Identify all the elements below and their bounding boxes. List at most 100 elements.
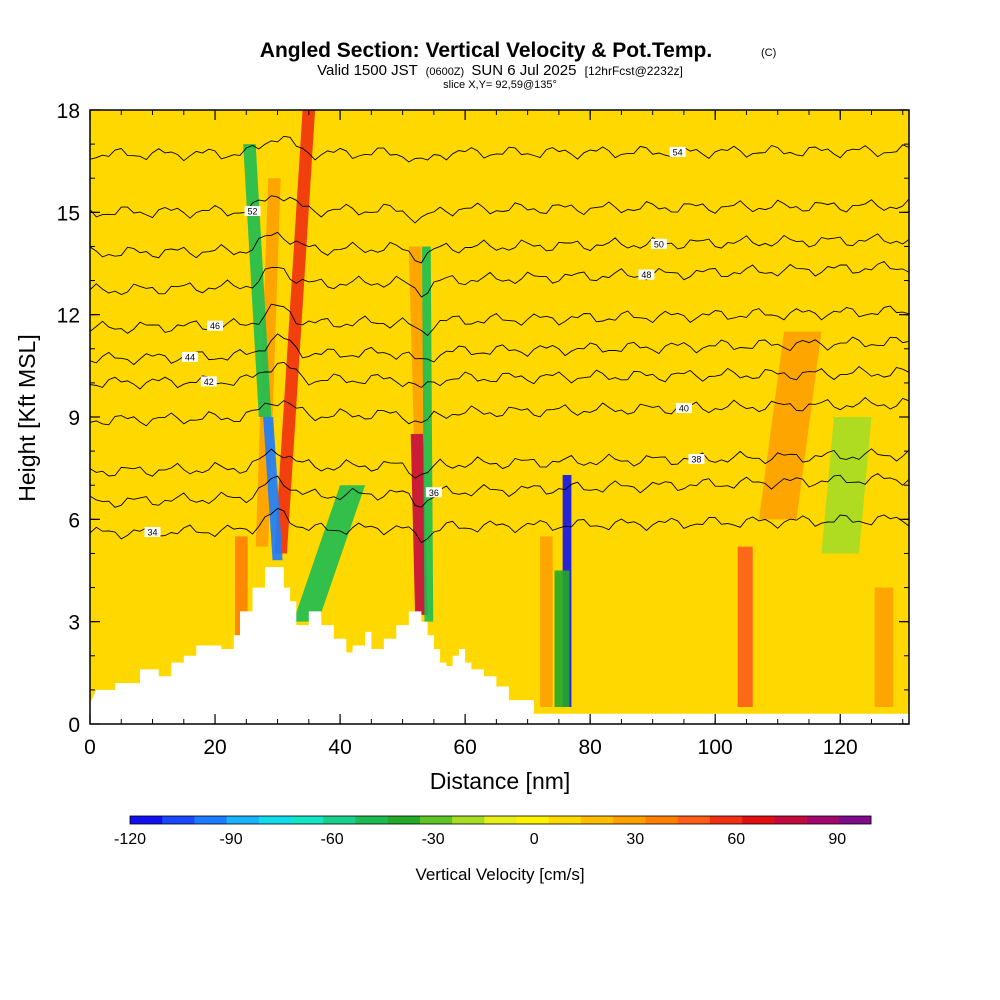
colorbar-swatch-8	[387, 816, 421, 824]
colorbar-swatch-6	[323, 816, 356, 824]
contour-42	[90, 361, 909, 390]
x-tick-label-0: 0	[84, 736, 96, 759]
colorbar-tick-label-2: -60	[321, 831, 344, 848]
contour-label-36: 36	[429, 488, 439, 498]
contour-label-bg-48	[638, 269, 655, 280]
x-tick-label-5: 100	[698, 736, 733, 759]
contour-label-38: 38	[691, 454, 701, 464]
colorbar-tick-label-3: -30	[422, 831, 445, 848]
colorbar-tick-label-6: 60	[727, 831, 745, 848]
y-tick-label-5: 15	[57, 202, 80, 225]
updraft-plume-7	[540, 536, 553, 707]
contour-34	[90, 507, 909, 544]
terrain-mask	[90, 567, 909, 724]
downdraft-plume-5	[554, 570, 570, 707]
downdraft-plume-3	[421, 246, 434, 622]
updraft-plume-1	[255, 178, 281, 547]
chart-title: Angled Section: Vertical Velocity & Pot.…	[260, 39, 712, 62]
colorbar-ticks: -120 -90 -60 -30 0 30 60 90	[114, 831, 846, 848]
colorbar	[129, 815, 872, 825]
contour-label-bg-46	[207, 320, 224, 331]
colorbar-swatch-20	[774, 816, 807, 824]
subtitle-forecast-info: [12hrFcst@2232z]	[585, 64, 683, 78]
y-tick-label-6: 18	[57, 100, 80, 123]
plot-background	[90, 110, 909, 724]
subtitle-utc-time: (0600Z)	[426, 66, 465, 78]
contour-label-40: 40	[679, 404, 689, 414]
colorbar-swatch-1	[162, 816, 195, 824]
colorbar-swatch-9	[419, 816, 453, 824]
colorbar-tick-label-4: 0	[530, 831, 539, 848]
colorbar-swatch-18	[709, 816, 743, 824]
y-tick-label-4: 12	[57, 305, 80, 328]
updraft-plume-4	[758, 331, 822, 520]
colorbar-tick-label-5: 30	[626, 831, 644, 848]
subtitle-date: SUN 6 Jul 2025	[471, 62, 576, 79]
x-axis-label: Distance [nm]	[430, 768, 571, 794]
downdraft-plume-2	[293, 485, 366, 622]
colorbar-swatch-3	[226, 816, 260, 824]
contour-label-44: 44	[185, 352, 195, 362]
colorbar-swatch-21	[806, 816, 840, 824]
contour-label-48: 48	[641, 270, 651, 280]
colorbar-swatch-12	[516, 816, 550, 824]
colorbar-frame	[129, 815, 872, 825]
y-tick-label-1: 3	[68, 612, 80, 635]
colorbar-swatch-22	[838, 816, 872, 824]
contour-label-42: 42	[204, 377, 214, 387]
contour-label-52: 52	[248, 206, 258, 216]
contour-54	[90, 135, 909, 163]
colorbar-swatch-0	[130, 816, 163, 824]
contour-36	[90, 472, 909, 508]
updraft-plume-5	[737, 546, 753, 707]
contour-44	[90, 333, 909, 366]
contour-label-bg-40	[675, 403, 692, 414]
y-axis: 0 36 9 12 15 18	[57, 100, 909, 737]
plot-area: 34 36 38 40 42 44 46 48 50 52 54	[90, 110, 909, 724]
updraft-plume-2	[410, 434, 428, 615]
slice-label: slice X,Y= 92,59@135°	[443, 79, 557, 91]
x-tick-label-6: 120	[823, 736, 858, 759]
colorbar-swatch-19	[742, 816, 775, 824]
colorbar-swatch-17	[677, 816, 711, 824]
contour-label-bg-54	[669, 146, 686, 157]
y-tick-label-3: 9	[68, 407, 80, 430]
x-tick-label-3: 60	[453, 736, 476, 759]
colorbar-swatch-15	[613, 816, 646, 824]
colorbar-tick-label-1: -90	[219, 831, 242, 848]
colorbar-swatch-16	[645, 816, 678, 824]
contour-label-50: 50	[654, 239, 664, 249]
contour-label-bg-52	[244, 205, 261, 216]
colorbar-swatch-7	[355, 816, 389, 824]
colorbar-swatch-14	[581, 816, 614, 824]
contour-label-54: 54	[673, 147, 683, 157]
contour-label-34: 34	[148, 527, 158, 537]
colorbar-swatch-4	[258, 816, 292, 824]
contour-40	[90, 396, 909, 427]
contour-48	[90, 260, 909, 298]
updraft-plume-0	[274, 110, 316, 554]
contour-label-bg-50	[650, 238, 667, 249]
updraft-plume-8	[874, 587, 894, 707]
contour-label-46: 46	[210, 321, 220, 331]
x-tick-label-2: 40	[328, 736, 351, 759]
colorbar-tick-label-7: 90	[828, 831, 846, 848]
colorbar-swatch-11	[484, 816, 517, 824]
colorbar-tick-label-0: -120	[114, 831, 146, 848]
updraft-plume-6	[235, 536, 248, 636]
x-tick-label-1: 20	[203, 736, 226, 759]
contour-50	[90, 231, 909, 264]
subtitle-valid-time: Valid 1500 JST	[317, 62, 417, 79]
x-tick-label-4: 80	[578, 736, 601, 759]
contour-label-bg-34	[144, 526, 161, 537]
y-tick-label-0: 0	[68, 714, 80, 737]
colorbar-label: Vertical Velocity [cm/s]	[415, 865, 584, 884]
theta-contours: 34 36 38 40 42 44 46 48 50 52 54	[90, 135, 909, 544]
title-copyright-mark: (C)	[761, 47, 776, 59]
contour-46	[90, 303, 909, 337]
contour-52	[90, 195, 909, 224]
contour-label-bg-42	[200, 376, 217, 387]
contour-38	[90, 448, 909, 479]
y-axis-label: Height [Kft MSL]	[14, 334, 40, 501]
contour-label-bg-36	[425, 487, 442, 498]
